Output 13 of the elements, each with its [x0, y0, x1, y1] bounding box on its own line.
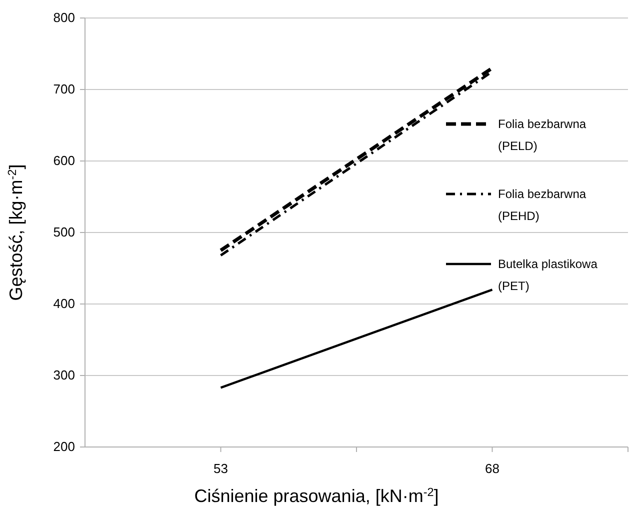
y-tick-label: 600 [53, 153, 75, 168]
y-tick-label: 200 [53, 439, 75, 454]
y-tick-label: 300 [53, 368, 75, 382]
x-tick-label: 53 [214, 461, 228, 476]
y-tick-label: 500 [53, 224, 75, 240]
y-tick-label: 700 [53, 82, 75, 96]
y-tick-label: 400 [53, 296, 75, 311]
y-tick-label: 800 [53, 10, 75, 25]
legend-label: Folia bezbarwna (PELD) [498, 117, 586, 153]
legend-label: Butelka plastikowa (PET) [498, 257, 598, 293]
legend-label: Folia bezbarwna (PEHD) [498, 187, 586, 223]
x-axis-title: Ciśnienie prasowania, [kN·m$^{-2}$] [194, 486, 439, 506]
x-tick-label: 68 [485, 461, 500, 476]
